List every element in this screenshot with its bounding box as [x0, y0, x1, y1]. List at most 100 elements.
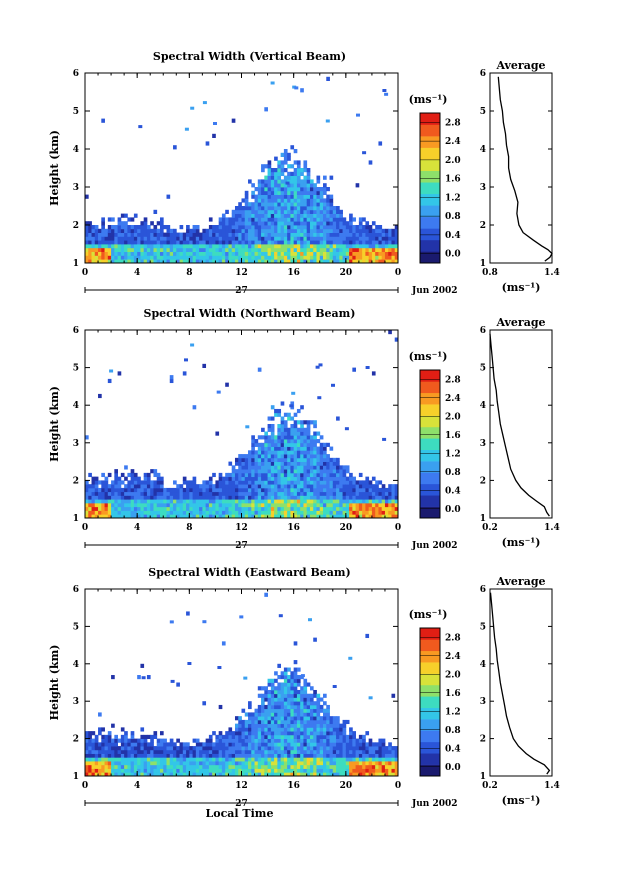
heatmap-cell: [234, 225, 239, 230]
heatmap-cell: [88, 764, 92, 769]
heatmap-cell: [98, 495, 102, 500]
heatmap-cell: [117, 499, 122, 504]
heatmap-cell: [378, 757, 383, 762]
heatmap-cell: [296, 194, 301, 199]
heatmap-cell: [208, 742, 213, 747]
heatmap-cell: [293, 675, 298, 680]
heatmap-cell: [85, 734, 89, 739]
heatmap-cell: [244, 217, 249, 222]
heatmap-cell: [283, 160, 288, 165]
heatmap-cell: [176, 232, 180, 237]
heatmap-cell: [120, 746, 125, 751]
heatmap-cell: [215, 742, 220, 747]
heatmap-cell: [394, 764, 399, 769]
heatmap-cell: [280, 742, 285, 747]
heatmap-cell: [336, 491, 340, 496]
heatmap-cell: [88, 772, 92, 777]
heatmap-cell: [199, 236, 203, 241]
heatmap-cell: [261, 712, 265, 717]
average-y-tick-label: 5: [480, 364, 486, 374]
heatmap-cell: [114, 768, 118, 773]
heatmap-cell: [306, 697, 311, 702]
heatmap-cell: [234, 772, 239, 777]
heatmap-cell: [283, 439, 288, 444]
heatmap-cell: [313, 701, 317, 706]
heatmap-cell: [355, 514, 360, 519]
heatmap-cell: [264, 734, 268, 739]
heatmap-cell: [231, 236, 236, 241]
heatmap-cell: [362, 491, 366, 496]
heatmap-cell: [326, 510, 330, 515]
heatmap-cell: [378, 259, 383, 264]
heatmap-cell: [156, 232, 161, 237]
heatmap-cell: [107, 764, 112, 769]
heatmap-cell: [205, 753, 210, 758]
heatmap-cell: [339, 487, 343, 493]
heatmap-cell: [231, 232, 236, 237]
heatmap-cell: [251, 190, 255, 195]
heatmap-cell: [140, 491, 145, 496]
heatmap-cell: [368, 738, 373, 743]
heatmap-cell: [339, 240, 343, 245]
heatmap-cell: [296, 168, 301, 173]
heatmap-cell: [153, 247, 158, 252]
heatmap-cell: [176, 753, 180, 758]
heatmap-cell: [332, 502, 337, 508]
heatmap-cell: [137, 251, 141, 256]
heatmap-cell: [306, 446, 311, 451]
heatmap-cell: [137, 499, 141, 504]
heatmap-cell: [150, 491, 154, 496]
heatmap-cell: [388, 236, 392, 241]
heatmap-cell: [182, 510, 187, 515]
x-tick-label: 20: [340, 523, 353, 533]
colorbar-swatch: [420, 472, 440, 485]
heatmap-cell: [300, 495, 304, 500]
heatmap-cell: [257, 240, 262, 245]
heatmap-cell: [283, 457, 288, 462]
heatmap-cell: [199, 247, 203, 252]
heatmap-cell: [316, 727, 321, 732]
heatmap-cell: [133, 232, 138, 237]
heatmap-cell: [261, 768, 265, 773]
heatmap-cell: [296, 160, 301, 165]
heatmap-cell: [277, 465, 282, 470]
heatmap-cell: [306, 472, 311, 478]
heatmap-cell: [159, 217, 164, 222]
heatmap-cell: [270, 183, 275, 188]
heatmap-cell: [280, 697, 285, 702]
heatmap-cell: [143, 761, 148, 766]
heatmap-cell: [339, 738, 343, 743]
heatmap-cell: [225, 487, 229, 493]
heatmap-cell: [270, 487, 275, 493]
heatmap-cell: [371, 221, 376, 226]
heatmap-cell: [104, 251, 109, 256]
heatmap-cell: [388, 232, 392, 237]
heatmap-cell: [391, 768, 396, 773]
heatmap-cell: [228, 510, 233, 515]
heatmap-cell: [251, 454, 255, 459]
heatmap-cell: [300, 731, 304, 736]
heatmap-cell: [277, 719, 282, 725]
heatmap-cell: [241, 480, 246, 485]
heatmap-cell: [94, 746, 99, 751]
heatmap-cell: [316, 228, 321, 233]
heatmap-cell: [362, 499, 366, 504]
heatmap-cell: [251, 742, 255, 747]
heatmap-cell: [205, 240, 210, 245]
heatmap-cell: [290, 427, 295, 432]
heatmap-cell: [270, 768, 275, 773]
heatmap-cell: [153, 484, 158, 489]
heatmap-cell: [98, 712, 102, 717]
heatmap-cell: [326, 476, 330, 481]
heatmap-cell: [267, 495, 272, 500]
heatmap-cell: [111, 495, 115, 500]
heatmap-cell: [323, 757, 327, 762]
heatmap-cell: [91, 251, 96, 256]
heatmap-cell: [283, 667, 288, 672]
heatmap-cell: [173, 749, 177, 754]
heatmap-cell: [323, 727, 327, 732]
heatmap-cell: [156, 742, 161, 747]
heatmap-cell: [293, 171, 298, 176]
heatmap-cell: [234, 495, 239, 500]
heatmap-cell: [329, 232, 334, 237]
